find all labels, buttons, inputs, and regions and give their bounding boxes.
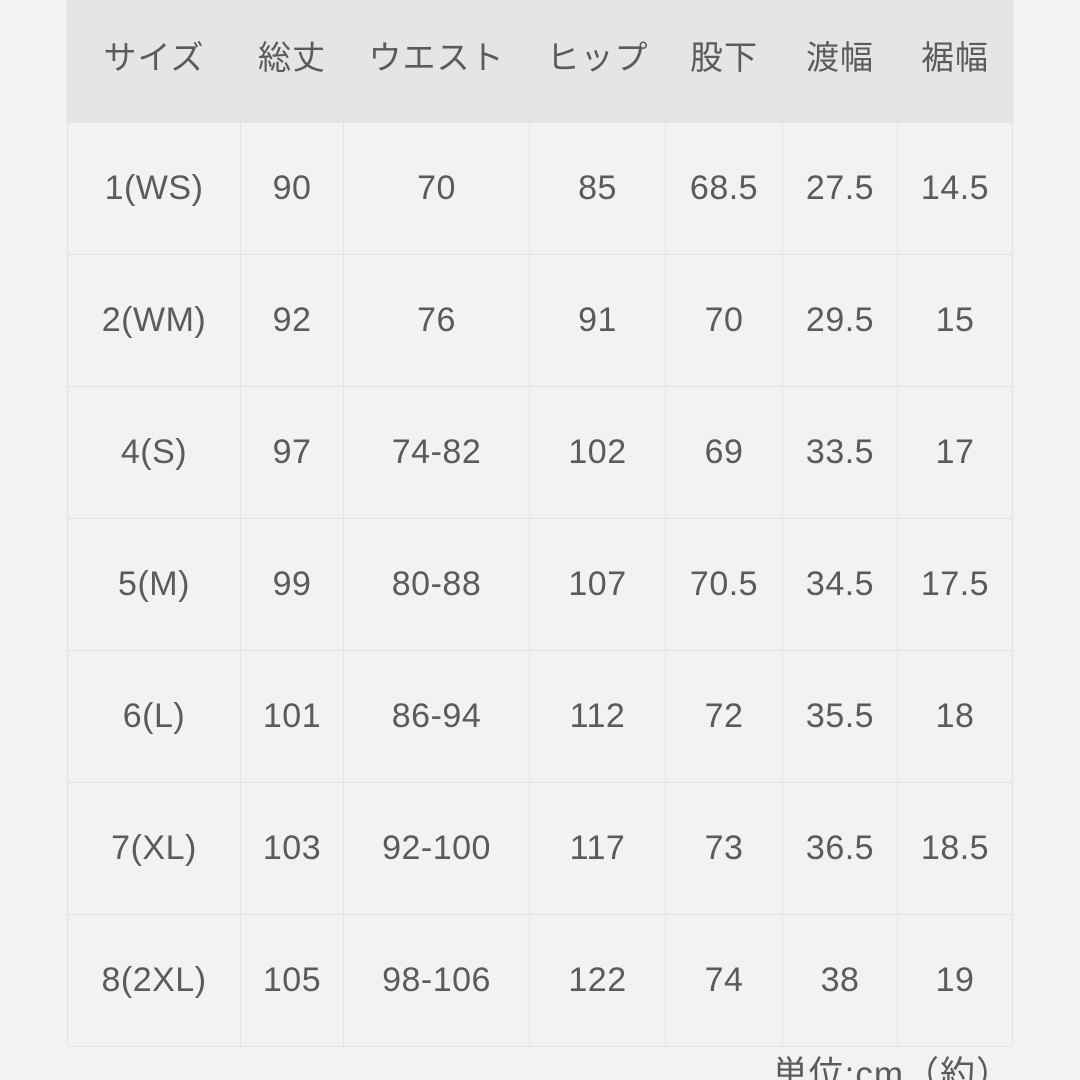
cell-hip: 91 <box>529 254 666 387</box>
column-header-hip: ヒップ <box>529 0 666 123</box>
row-size-label: 5(M) <box>67 518 241 651</box>
cell-thigh: 27.5 <box>782 122 898 255</box>
cell-thigh: 29.5 <box>782 254 898 387</box>
cell-length: 101 <box>240 650 344 783</box>
cell-hip: 85 <box>529 122 666 255</box>
cell-inseam: 74 <box>665 914 783 1047</box>
row-size-label: 4(S) <box>67 386 241 519</box>
row-size-label: 2(WM) <box>67 254 241 387</box>
table-row: 2(WM) 92 76 91 70 29.5 15 <box>67 254 1013 387</box>
size-chart-header: サイズ 総丈 ウエスト ヒップ 股下 渡幅 裾幅 <box>67 0 1013 123</box>
cell-inseam: 70.5 <box>665 518 783 651</box>
cell-hem: 19 <box>897 914 1013 1047</box>
column-header-size: サイズ <box>67 0 241 123</box>
column-header-thigh: 渡幅 <box>782 0 898 123</box>
cell-hem: 18.5 <box>897 782 1013 915</box>
cell-inseam: 70 <box>665 254 783 387</box>
table-row: 7(XL) 103 92-100 117 73 36.5 18.5 <box>67 782 1013 915</box>
cell-inseam: 68.5 <box>665 122 783 255</box>
cell-length: 97 <box>240 386 344 519</box>
size-chart-table: サイズ 総丈 ウエスト ヒップ 股下 渡幅 裾幅 1(WS) 90 70 85 68.5 27.5 14… <box>67 0 1013 1047</box>
cell-hip: 112 <box>529 650 666 783</box>
cell-hem: 17.5 <box>897 518 1013 651</box>
cell-length: 99 <box>240 518 344 651</box>
cell-hip: 117 <box>529 782 666 915</box>
cell-waist: 92-100 <box>343 782 530 915</box>
cell-thigh: 33.5 <box>782 386 898 519</box>
cell-waist: 98-106 <box>343 914 530 1047</box>
cell-waist: 80-88 <box>343 518 530 651</box>
size-chart-body: 1(WS) 90 70 85 68.5 27.5 14.5 2(WM) 92 76 91 70 29.5… <box>67 122 1013 1047</box>
cell-hem: 14.5 <box>897 122 1013 255</box>
header-row: サイズ 総丈 ウエスト ヒップ 股下 渡幅 裾幅 <box>67 0 1013 123</box>
size-chart-container: サイズ 総丈 ウエスト ヒップ 股下 渡幅 裾幅 1(WS) 90 70 85 68.5 27.5 14… <box>67 0 1013 1047</box>
column-header-length: 総丈 <box>240 0 344 123</box>
cell-length: 105 <box>240 914 344 1047</box>
cell-length: 92 <box>240 254 344 387</box>
unit-note: 単位:cm（約） <box>772 1055 1012 1080</box>
cell-waist: 86-94 <box>343 650 530 783</box>
cell-waist: 76 <box>343 254 530 387</box>
column-header-waist: ウエスト <box>343 0 530 123</box>
cell-hem: 18 <box>897 650 1013 783</box>
cell-hip: 122 <box>529 914 666 1047</box>
table-row: 1(WS) 90 70 85 68.5 27.5 14.5 <box>67 122 1013 255</box>
cell-waist: 74-82 <box>343 386 530 519</box>
row-size-label: 8(2XL) <box>67 914 241 1047</box>
cell-length: 90 <box>240 122 344 255</box>
cell-thigh: 34.5 <box>782 518 898 651</box>
cell-hem: 17 <box>897 386 1013 519</box>
table-row: 6(L) 101 86-94 112 72 35.5 18 <box>67 650 1013 783</box>
table-row: 8(2XL) 105 98-106 122 74 38 19 <box>67 914 1013 1047</box>
cell-hip: 102 <box>529 386 666 519</box>
row-size-label: 1(WS) <box>67 122 241 255</box>
cell-length: 103 <box>240 782 344 915</box>
column-header-hem: 裾幅 <box>897 0 1013 123</box>
cell-inseam: 72 <box>665 650 783 783</box>
cell-thigh: 35.5 <box>782 650 898 783</box>
table-row: 4(S) 97 74-82 102 69 33.5 17 <box>67 386 1013 519</box>
cell-waist: 70 <box>343 122 530 255</box>
cell-inseam: 69 <box>665 386 783 519</box>
column-header-inseam: 股下 <box>665 0 783 123</box>
cell-thigh: 38 <box>782 914 898 1047</box>
cell-hip: 107 <box>529 518 666 651</box>
row-size-label: 6(L) <box>67 650 241 783</box>
table-row: 5(M) 99 80-88 107 70.5 34.5 17.5 <box>67 518 1013 651</box>
row-size-label: 7(XL) <box>67 782 241 915</box>
cell-thigh: 36.5 <box>782 782 898 915</box>
cell-hem: 15 <box>897 254 1013 387</box>
cell-inseam: 73 <box>665 782 783 915</box>
